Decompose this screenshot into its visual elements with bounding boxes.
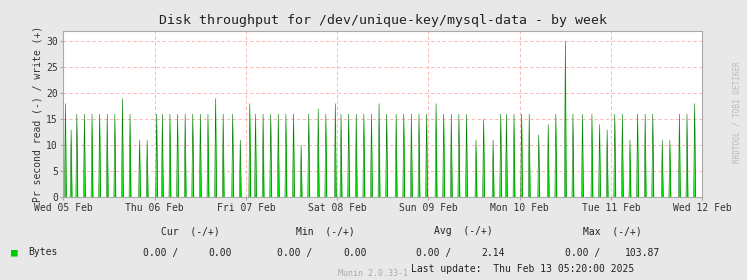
Y-axis label: Pr second read (-) / write (+): Pr second read (-) / write (+) <box>32 26 42 202</box>
Text: 103.87: 103.87 <box>624 248 660 258</box>
Text: ■: ■ <box>11 247 18 257</box>
Text: 0.00 /: 0.00 / <box>143 248 179 258</box>
Text: 0.00: 0.00 <box>343 248 367 258</box>
Text: 0.00 /: 0.00 / <box>565 248 601 258</box>
Text: 2.14: 2.14 <box>481 248 505 258</box>
Text: 0.00 /: 0.00 / <box>415 248 451 258</box>
Text: 0.00: 0.00 <box>208 248 232 258</box>
Text: Max  (-/+): Max (-/+) <box>583 226 642 236</box>
Text: Bytes: Bytes <box>28 247 58 257</box>
Title: Disk throughput for /dev/unique-key/mysql-data - by week: Disk throughput for /dev/unique-key/mysq… <box>159 14 607 27</box>
Text: Avg  (-/+): Avg (-/+) <box>434 226 492 236</box>
Text: Min  (-/+): Min (-/+) <box>296 226 354 236</box>
Text: RRDTOOL / TOBI OETIKER: RRDTOOL / TOBI OETIKER <box>733 61 742 163</box>
Text: 0.00 /: 0.00 / <box>277 248 313 258</box>
Text: Last update:  Thu Feb 13 05:20:00 2025: Last update: Thu Feb 13 05:20:00 2025 <box>412 264 634 274</box>
Text: Cur  (-/+): Cur (-/+) <box>161 226 220 236</box>
Text: Munin 2.0.33-1: Munin 2.0.33-1 <box>338 269 409 278</box>
